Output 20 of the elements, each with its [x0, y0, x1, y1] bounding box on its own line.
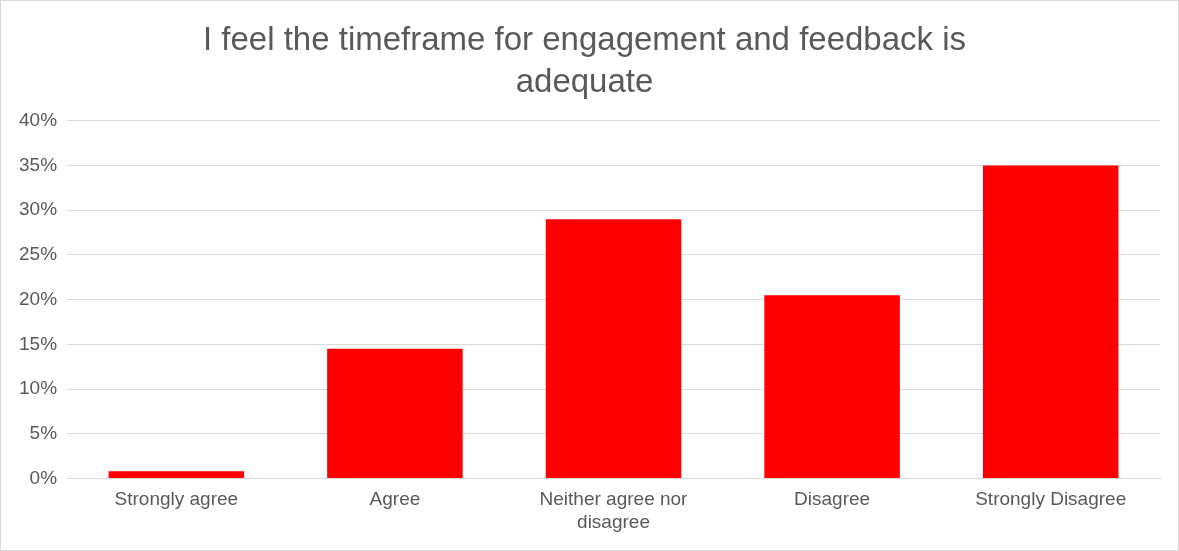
x-tick-label: Agree: [369, 488, 421, 510]
y-tick-label: 10%: [19, 377, 58, 399]
y-tick-label: 20%: [19, 287, 58, 309]
y-tick-label: 30%: [19, 198, 58, 220]
bar: [545, 219, 682, 478]
y-tick-label: 15%: [19, 332, 58, 354]
bar: [764, 295, 900, 478]
y-tick-label: 35%: [19, 153, 58, 175]
chart-title: I feel the timeframe for engagement and feedback is adequate: [202, 19, 967, 100]
bar: [108, 471, 245, 478]
x-tick-label: Neither agree nor disagree: [539, 488, 689, 532]
x-tick-label: Strongly agree: [114, 488, 239, 510]
x-tick-label: Disagree: [794, 488, 871, 510]
bar: [982, 165, 1119, 478]
y-tick-label: 0%: [29, 466, 58, 488]
x-tick-label: Strongly Disagree: [975, 488, 1127, 510]
y-tick-label: 5%: [29, 421, 58, 443]
y-tick-label: 40%: [19, 109, 58, 131]
y-tick-label: 25%: [19, 243, 58, 265]
bar: [327, 348, 463, 478]
